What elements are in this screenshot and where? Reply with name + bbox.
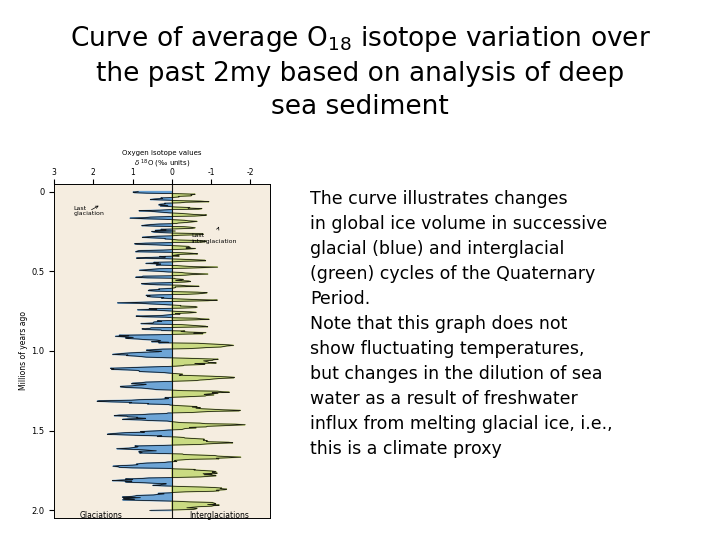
Text: The curve illustrates changes
in global ice volume in successive
glacial (blue) : The curve illustrates changes in global …: [310, 190, 613, 458]
Text: Interglaciations: Interglaciations: [189, 511, 249, 521]
Text: Last
interglaciation: Last interglaciation: [192, 227, 237, 244]
Text: Glaciations: Glaciations: [80, 511, 122, 521]
Text: Last
glaciation: Last glaciation: [73, 206, 104, 217]
Text: Curve of average $\mathrm{O}_{18}$ isotope variation over
the past 2my based on : Curve of average $\mathrm{O}_{18}$ isoto…: [70, 24, 650, 120]
Y-axis label: Millions of years ago: Millions of years ago: [19, 312, 28, 390]
X-axis label: Oxygen isotope values
$\delta$ $^{18}$O (‰ units): Oxygen isotope values $\delta$ $^{18}$O …: [122, 150, 202, 170]
